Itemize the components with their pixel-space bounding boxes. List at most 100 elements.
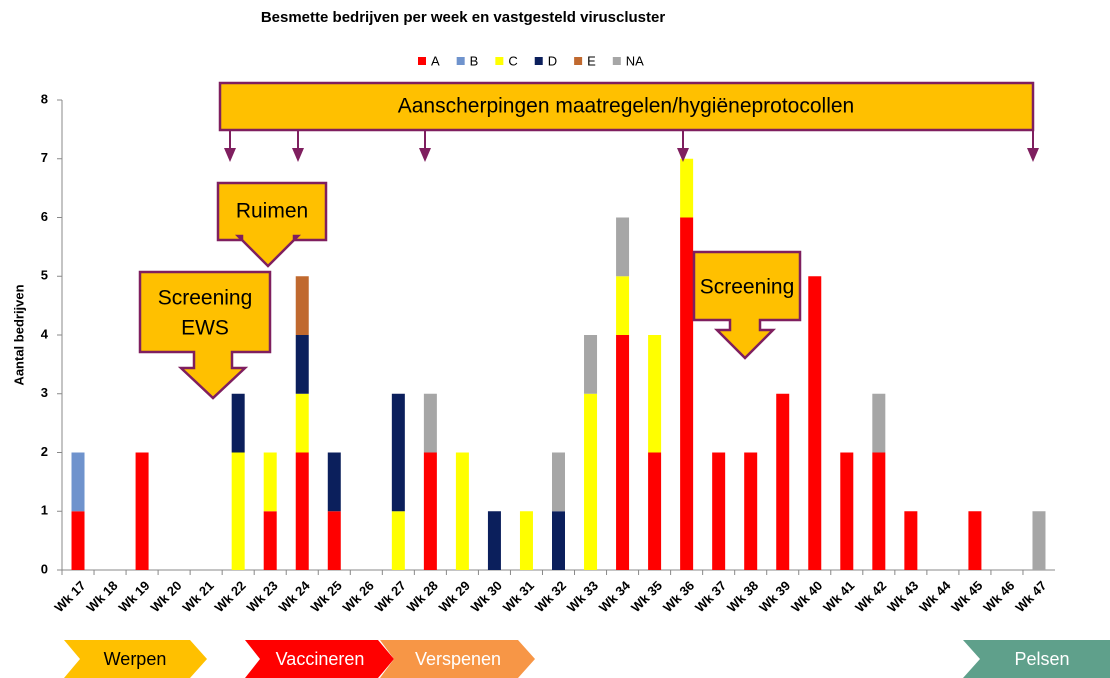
- legend-swatch: [418, 57, 426, 65]
- bar-segment: [231, 393, 245, 453]
- bar-segment: [295, 335, 309, 394]
- legend-label: D: [548, 53, 557, 68]
- bar-segment: [872, 393, 886, 453]
- phase-arrow: [245, 640, 394, 678]
- x-tick-label: Wk 43: [884, 578, 921, 615]
- legend-swatch: [612, 57, 621, 65]
- bar-segment: [552, 452, 565, 512]
- bar-segment: [744, 452, 758, 570]
- bar-segment: [712, 452, 726, 570]
- banner-box: [218, 81, 1035, 132]
- legend-swatch: [574, 57, 583, 65]
- bar-segment: [327, 511, 341, 570]
- phase-label: Werpen: [104, 649, 167, 669]
- x-tick-label: Wk 27: [372, 578, 409, 615]
- bar-segment: [391, 393, 405, 512]
- bar-segment: [680, 217, 694, 570]
- x-tick-label: Wk 25: [308, 578, 345, 615]
- x-tick-label: Wk 38: [724, 578, 761, 615]
- x-tick-label: Wk 31: [500, 578, 537, 615]
- y-tick-label: 6: [41, 209, 48, 224]
- bar-segment: [295, 393, 309, 453]
- y-tick-label: 7: [41, 150, 48, 165]
- legend-swatch: [456, 57, 465, 65]
- x-tick-label: Wk 18: [83, 578, 120, 615]
- y-tick-label: 3: [41, 385, 48, 400]
- bar-segment: [776, 393, 790, 570]
- bar-segment: [584, 393, 598, 570]
- bar-segment: [680, 158, 694, 218]
- y-axis-label: Aantal bedrijven: [11, 284, 26, 385]
- bar-segment: [263, 511, 277, 570]
- x-tick-label: Wk 23: [244, 578, 281, 615]
- bar-segment: [423, 393, 437, 453]
- banner-arrows: [224, 130, 1039, 162]
- bar-segment: [904, 511, 918, 570]
- bar-segment: [808, 276, 822, 570]
- x-tick-label: Wk 32: [532, 578, 569, 615]
- banner-text: Aanscherpingen maatregelen/hygiëneprotoc…: [398, 95, 854, 118]
- bar-segment: [519, 511, 533, 570]
- x-tick-label: Wk 35: [628, 578, 665, 615]
- bar-segment: [71, 511, 85, 570]
- x-tick-label: Wk 24: [276, 577, 314, 615]
- bar-segment: [648, 452, 662, 570]
- phase-arrow: [963, 640, 1110, 678]
- x-tick-label: Wk 46: [980, 578, 1017, 615]
- bar-segment: [968, 511, 982, 570]
- screening-callout: [692, 250, 802, 360]
- y-tick-label: 5: [41, 268, 48, 283]
- x-tick-label: Wk 37: [692, 578, 729, 615]
- legend-label: NA: [626, 53, 644, 68]
- x-tick-label: Wk 26: [340, 578, 377, 615]
- x-tick-label: Wk 33: [564, 578, 601, 615]
- phase-label: Verspenen: [415, 649, 501, 669]
- bar-segment: [295, 452, 309, 570]
- x-tick-label: Wk 39: [756, 578, 793, 615]
- legend-label: A: [431, 53, 440, 68]
- callout-text: Ruimen: [236, 200, 308, 223]
- x-tick-label: Wk 45: [948, 578, 985, 615]
- x-tick-label: Wk 30: [468, 578, 505, 615]
- x-tick-label: Wk 47: [1012, 578, 1049, 615]
- phase-arrow: [64, 640, 207, 678]
- bar-segment: [423, 452, 437, 570]
- bar-segment: [616, 276, 630, 335]
- bar-segment: [616, 335, 630, 570]
- x-tick-label: Wk 19: [115, 578, 152, 615]
- y-tick-label: 0: [41, 561, 48, 576]
- y-tick-label: 1: [41, 503, 48, 518]
- ruimen-callout: [216, 181, 328, 268]
- y-tick-label: 4: [41, 326, 49, 341]
- x-tick-label: Wk 41: [820, 578, 857, 615]
- phase-label: Vaccineren: [276, 649, 365, 669]
- bar-segment: [327, 452, 341, 512]
- bar-segment: [263, 452, 277, 512]
- x-tick-label: Wk 42: [852, 578, 889, 615]
- bar-segment: [872, 452, 886, 570]
- bar-segment: [616, 217, 630, 277]
- bar-segment: [840, 452, 854, 570]
- chart-title: Besmette bedrijven per week en vastgeste…: [261, 9, 666, 26]
- callout-text: Screening: [158, 287, 253, 310]
- legend-swatch: [534, 57, 543, 65]
- bar-segment: [455, 452, 469, 570]
- bar-segment: [231, 452, 245, 570]
- phase-arrow: [380, 640, 535, 678]
- bar-segment: [648, 335, 662, 453]
- bar-segment: [135, 452, 149, 570]
- x-tick-label: Wk 21: [180, 578, 217, 615]
- callout-text: EWS: [181, 317, 229, 340]
- phase-label: Pelsen: [1014, 649, 1069, 669]
- x-tick-label: Wk 22: [212, 578, 249, 615]
- screening-ews-callout: [138, 270, 272, 400]
- y-tick-label: 2: [41, 444, 48, 459]
- x-tick-label: Wk 36: [660, 578, 697, 615]
- x-tick-label: Wk 40: [788, 578, 825, 615]
- legend-label: C: [508, 53, 517, 68]
- annotations: [64, 81, 1110, 678]
- x-tick-label: Wk 44: [916, 577, 954, 615]
- bar-segment: [552, 511, 565, 570]
- legend-label: B: [470, 53, 479, 68]
